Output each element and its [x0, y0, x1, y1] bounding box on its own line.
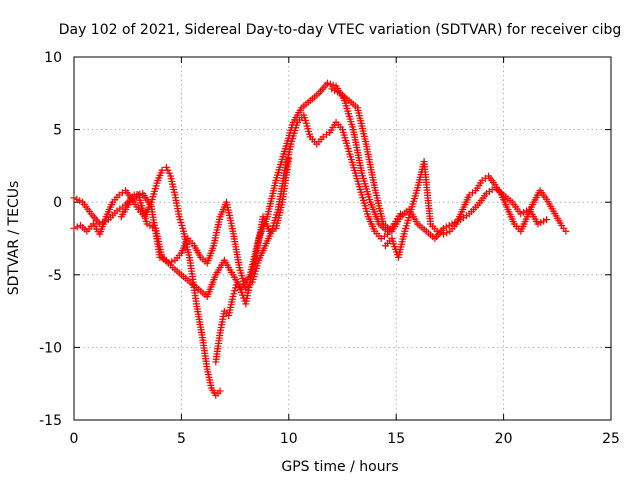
axes: [73, 56, 612, 421]
y-tick-label: 0: [53, 195, 62, 211]
grid: [74, 57, 611, 420]
data-point: [543, 216, 551, 224]
x-tick-label: 10: [280, 431, 298, 447]
x-tick-label: 0: [70, 431, 79, 447]
y-tick-label: 10: [44, 50, 62, 66]
x-tick-label: 25: [602, 431, 620, 447]
x-axis-label: GPS time / hours: [281, 459, 398, 475]
x-tick-label: 5: [177, 431, 186, 447]
plot-frame: [73, 56, 612, 421]
y-tick-label: -5: [48, 268, 62, 284]
y-tick-label: -15: [39, 413, 62, 429]
data-point: [216, 387, 224, 395]
data-point: [562, 227, 570, 235]
data-point: [433, 227, 441, 235]
data-point: [70, 224, 78, 232]
x-tick-label: 20: [495, 431, 513, 447]
x-tick-label: 15: [387, 431, 405, 447]
data-points: [70, 79, 570, 399]
data-point: [265, 227, 273, 235]
tick-labels: 0 5 10 15 20 25 -15 -10 -5 0 5 10: [39, 50, 620, 447]
y-tick-label: -10: [39, 340, 62, 356]
data-point: [165, 259, 173, 267]
data-point: [285, 155, 293, 163]
chart-title: Day 102 of 2021, Sidereal Day-to-day VTE…: [59, 22, 622, 38]
data-point-interp: [443, 229, 451, 237]
y-tick-label: 5: [53, 123, 62, 139]
data-point-interp: [269, 226, 277, 234]
data-point-interp: [168, 258, 176, 266]
y-axis-label: SDTVAR / TECUs: [6, 181, 22, 296]
data-point: [439, 230, 447, 238]
data-point-interp: [436, 229, 444, 237]
